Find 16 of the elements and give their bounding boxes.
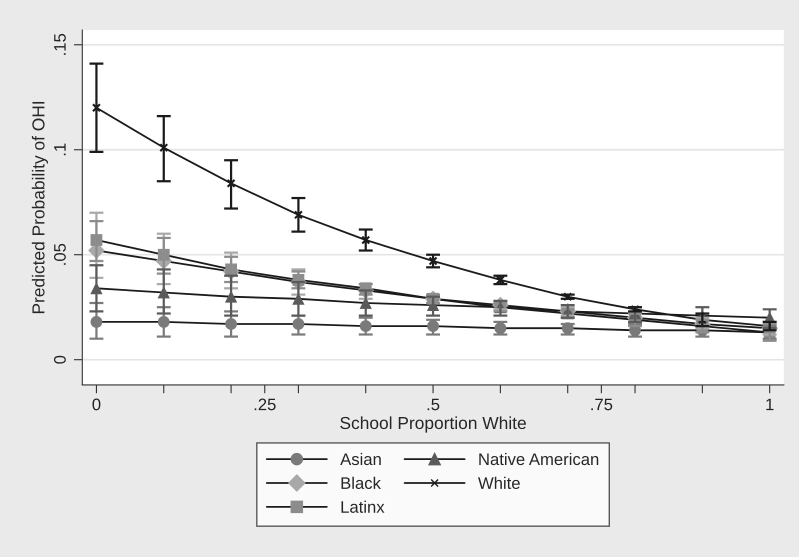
legend-label: Asian [340,452,381,466]
x-tick-label: .5 [428,398,440,410]
y-tick-label: .15 [54,34,66,55]
y-axis-title: Predicted Probability of OHI [32,102,48,314]
legend-label: White [478,476,520,490]
legend-label: Black [342,476,381,490]
y-tick-label: 0 [54,356,66,364]
x-tick-label: 0 [92,398,100,410]
y-tick-label: .1 [54,144,66,156]
y-tick-label: .05 [54,244,66,265]
legend-label: Native American [479,452,598,466]
x-axis-title: School Proportion White [340,416,526,433]
x-tick-label: .75 [591,398,612,410]
x-tick-label: .25 [254,398,276,410]
legend-label: Latinx [342,500,384,513]
x-tick-label: 1 [766,398,774,410]
